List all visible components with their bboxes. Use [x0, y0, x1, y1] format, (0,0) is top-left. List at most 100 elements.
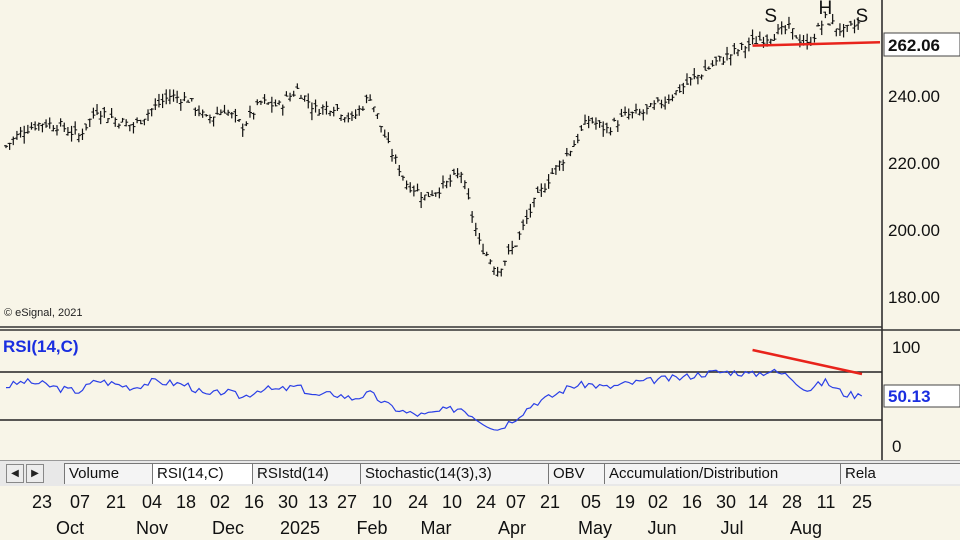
ohlc-bar — [80, 128, 85, 140]
ohlc-bar — [237, 119, 242, 122]
watermark: © eSignal, 2021 — [4, 307, 82, 319]
ohlc-bar — [750, 29, 755, 45]
ohlc-bar — [87, 118, 92, 128]
tab-rsistd[interactable]: RSIstd(14) — [252, 463, 366, 484]
x-tick-month: Mar — [420, 518, 452, 538]
x-tick-day: 21 — [539, 492, 561, 512]
ohlc-bar — [630, 111, 635, 119]
ohlc-bar — [568, 150, 573, 157]
ohlc-bar — [757, 31, 762, 41]
ohlc-bar — [14, 130, 19, 140]
neckline-trendline — [752, 41, 881, 47]
ohlc-bar — [175, 90, 180, 104]
ohlc-bar — [120, 117, 125, 123]
ohlc-bar — [703, 59, 708, 71]
ohlc-bar — [138, 119, 143, 125]
ohlc-bar — [728, 54, 733, 66]
price-panel — [0, 0, 882, 326]
ohlc-bar — [641, 109, 646, 121]
ohlc-bar — [754, 36, 759, 45]
rsi-divergence-trendline — [752, 348, 863, 376]
tab-obv[interactable]: OBV — [548, 463, 610, 484]
x-tick-day: 28 — [781, 492, 803, 512]
rsi-last-box — [883, 384, 960, 408]
ohlc-bar — [586, 115, 591, 129]
ohlc-bar — [583, 114, 588, 125]
ohlc-bar — [29, 122, 34, 130]
ohlc-bar — [491, 266, 496, 275]
ohlc-bar — [124, 119, 129, 127]
x-tick-day: 24 — [407, 492, 429, 512]
ohlc-bar — [247, 105, 252, 118]
ohlc-bar — [379, 125, 384, 133]
ohlc-bar — [331, 106, 336, 117]
scroll-right-button[interactable]: ▶ — [26, 464, 44, 483]
scroll-left-button[interactable]: ◀ — [6, 464, 24, 483]
rsi-last-value: 50.13 — [888, 387, 931, 406]
last-price-value: 262.06 — [888, 36, 940, 55]
ohlc-bar — [604, 122, 609, 134]
x-tick-month: 2025 — [279, 518, 321, 538]
price-y-axis: 180.00 200.00 220.00 240.00 — [888, 87, 940, 307]
ohlc-bar — [426, 191, 431, 198]
ohlc-bar — [375, 113, 380, 119]
x-tick-day: 13 — [307, 492, 329, 512]
ohlc-bar — [33, 121, 38, 131]
ohlc-bar — [393, 154, 398, 164]
ohlc-bar — [167, 89, 172, 105]
ohlc-bar — [386, 132, 391, 144]
x-tick-day: 30 — [277, 492, 299, 512]
ohlc-bar — [58, 118, 63, 127]
ohlc-bar — [601, 121, 606, 137]
ohlc-bar — [160, 93, 165, 109]
ohlc-bar — [451, 168, 456, 176]
x-tick-month: Aug — [789, 518, 823, 538]
ohlc-bar — [186, 99, 191, 103]
ohlc-bar — [298, 94, 303, 99]
x-tick-day: 19 — [614, 492, 636, 512]
ohlc-bar — [462, 180, 467, 190]
ohlc-bar — [84, 123, 89, 131]
ohlc-bar — [484, 251, 489, 257]
ohlc-bar — [572, 140, 577, 147]
x-tick-month: Oct — [55, 518, 85, 538]
tab-volume[interactable]: Volume — [64, 463, 158, 484]
ohlc-bar — [786, 16, 791, 29]
ohlc-bar — [721, 56, 726, 65]
ohlc-bar — [178, 98, 183, 111]
ohlc-bar — [732, 43, 737, 55]
ohlc-bar — [116, 123, 121, 129]
ohlc-bar — [244, 121, 249, 127]
ohlc-bar — [575, 133, 580, 144]
ohlc-bar — [856, 17, 861, 30]
tab-accumulation-distribution[interactable]: Accumulation/Distribution — [604, 463, 846, 484]
ohlc-bar — [699, 74, 704, 80]
ohlc-bar — [280, 104, 285, 116]
ohlc-bar — [233, 108, 238, 123]
ohlc-bar — [670, 94, 675, 102]
ohlc-bar — [441, 175, 445, 189]
ohlc-bar — [73, 121, 78, 135]
tab-rsi[interactable]: RSI(14,C) — [152, 463, 258, 484]
ohlc-bar — [546, 174, 551, 189]
ohlc-bar — [371, 106, 376, 113]
ohlc-bar — [488, 259, 493, 265]
ohlc-bar — [470, 211, 475, 223]
ohlc-bar — [397, 164, 402, 177]
ohlc-bar — [422, 194, 427, 201]
ohlc-bar — [400, 175, 405, 181]
ohlc-bar — [695, 74, 700, 85]
tab-stochastic[interactable]: Stochastic(14(3),3) — [360, 463, 554, 484]
tab-relative[interactable]: Rela — [840, 463, 960, 484]
ohlc-bar — [40, 123, 45, 133]
ohlc-bar — [164, 89, 169, 105]
ohlc-bar — [47, 117, 52, 129]
x-tick-day: 02 — [647, 492, 669, 512]
ohlc-bar — [419, 192, 424, 209]
ohlc-bar — [240, 123, 245, 137]
rsi-tick-0: 0 — [892, 437, 901, 456]
ohlc-bar — [360, 106, 365, 111]
ohlc-bar — [735, 49, 740, 57]
shoulder-label-right: S — [855, 6, 868, 27]
chart-canvas: 180.00 200.00 220.00 240.00 © eSignal, 2021… — [0, 0, 960, 460]
